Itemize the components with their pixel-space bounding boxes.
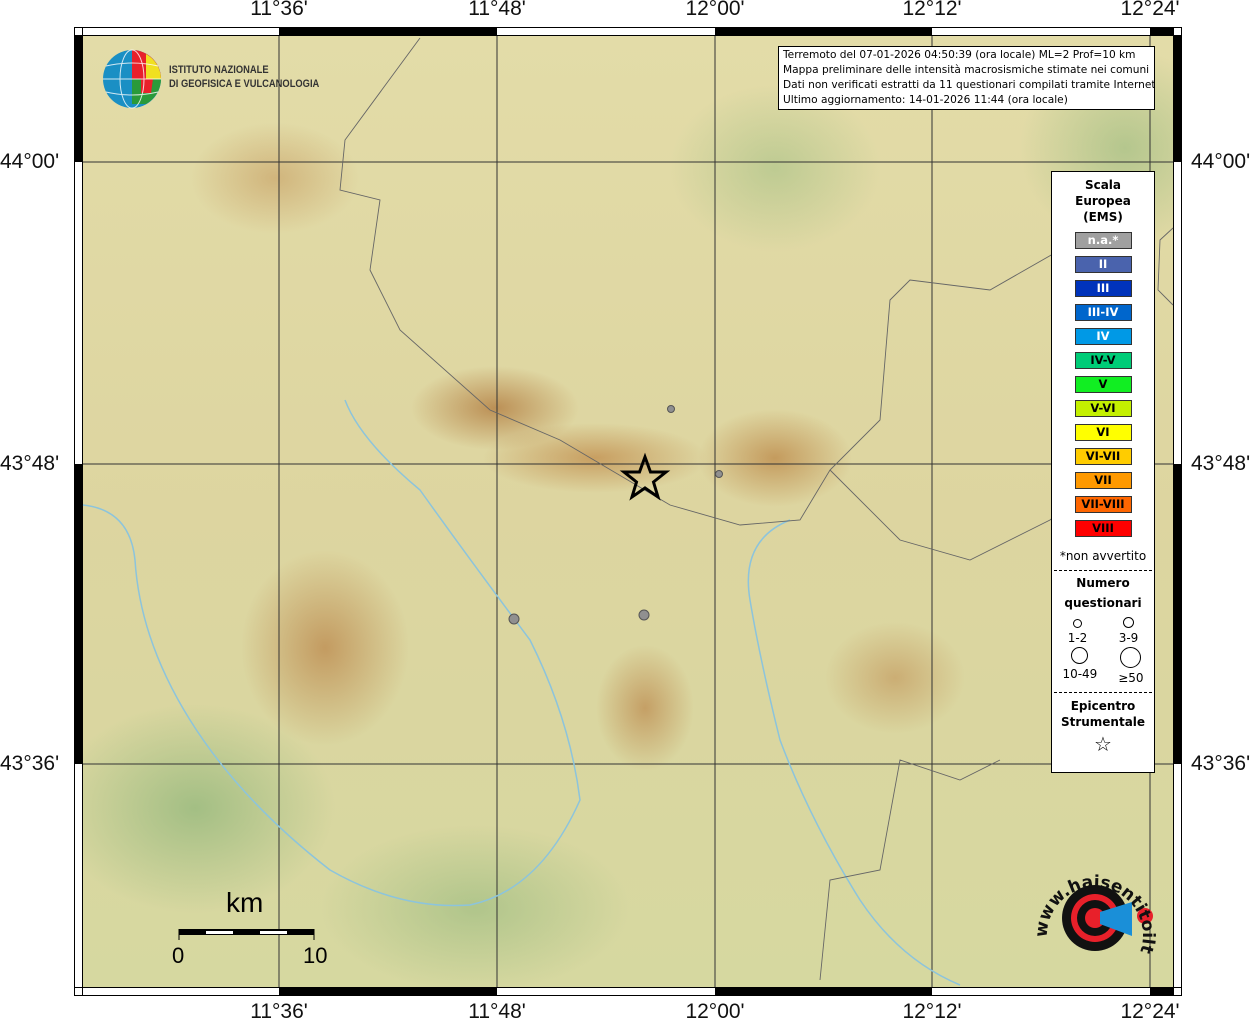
intensity-swatch: II xyxy=(1074,256,1132,273)
intensity-swatch: VI xyxy=(1074,424,1132,441)
questionnaire-marker xyxy=(667,405,675,413)
lon-tick-top: 12°00' xyxy=(685,0,745,20)
lat-tick-right: 43°36' xyxy=(1191,752,1251,775)
epicenter-star-icon xyxy=(619,452,671,501)
epicenter-star-icon: ☆ xyxy=(1094,732,1112,756)
scale-max: 10 xyxy=(303,943,328,968)
lon-tick-bottom: 11°48' xyxy=(468,1000,526,1023)
questionnaire-marker xyxy=(715,470,723,478)
questionnaire-marker xyxy=(508,613,520,625)
legend-divider xyxy=(1054,570,1152,571)
lon-tick-top: 11°48' xyxy=(468,0,526,20)
event-info-line: Ultimo aggiornamento: 14-01-2026 11:44 (… xyxy=(783,94,1068,106)
intensity-swatch: III xyxy=(1074,280,1132,297)
size-legend: 10-49 ≥50 xyxy=(1052,647,1154,685)
intensity-swatch: VI-VII xyxy=(1074,448,1132,465)
graticule xyxy=(83,36,1173,987)
rivers xyxy=(82,399,961,986)
intensity-scale: n.a.* II III III-IV IV IV-V V V-VI VI VI-VII VII VI… xyxy=(1052,232,1154,537)
questionnaires-title: Numero questionari xyxy=(1064,576,1142,610)
intensity-swatch: VIII xyxy=(1074,520,1132,537)
epicenter-title: Epicentro Strumentale xyxy=(1060,699,1146,729)
intensity-swatch: V xyxy=(1074,376,1132,393)
scale-unit: km xyxy=(226,887,264,918)
intensity-swatch: IV-V xyxy=(1074,352,1132,369)
size-circle-icon xyxy=(1122,617,1134,628)
lat-tick-right: 44°00' xyxy=(1191,150,1251,173)
map-canvas[interactable] xyxy=(74,27,1182,996)
legend-title: Scala Europea (EMS) xyxy=(1075,178,1131,224)
intensity-swatch: IV xyxy=(1074,328,1132,345)
questionnaire-marker xyxy=(638,609,650,621)
lon-tick-bottom: 11°36' xyxy=(250,1000,308,1023)
lat-tick-left: 43°48' xyxy=(0,452,60,475)
lat-tick-left: 44°00' xyxy=(0,150,60,173)
event-info-box: Terremoto del 07-01-2026 04:50:39 (ora l… xyxy=(778,46,1155,110)
lon-tick-bottom: 12°12' xyxy=(902,1000,962,1023)
legend: Scala Europea (EMS) n.a.* II III III-IV IV IV-V… xyxy=(1051,171,1155,773)
legend-divider xyxy=(1054,692,1152,693)
lon-tick-bottom: 12°24' xyxy=(1120,1000,1180,1023)
size-circle-icon xyxy=(1120,647,1142,668)
lon-tick-top: 12°24' xyxy=(1120,0,1180,20)
ingv-logo-text: ISTITUTO NAZIONALE DI GEOFISICA E VULCAN… xyxy=(169,64,320,90)
intensity-swatch: VII xyxy=(1074,472,1132,489)
hsit-logo: www.haisentitoilterremoto.it xyxy=(1032,852,1158,956)
event-info-line: Dati non verificati estratti da 11 quest… xyxy=(783,79,1155,91)
event-info-line: Terremoto del 07-01-2026 04:50:39 (ora l… xyxy=(783,49,1136,61)
lon-tick-top: 12°12' xyxy=(902,0,962,20)
event-info-line: Mappa preliminare delle intensità macros… xyxy=(783,64,1150,76)
lon-tick-bottom: 12°00' xyxy=(685,1000,745,1023)
intensity-swatch: VII-VIII xyxy=(1074,496,1132,513)
intensity-swatch: III-IV xyxy=(1074,304,1132,321)
lat-tick-right: 43°48' xyxy=(1191,452,1251,475)
lon-tick-top: 11°36' xyxy=(250,0,308,20)
scale-min: 0 xyxy=(172,943,185,968)
lat-tick-left: 43°36' xyxy=(0,752,60,775)
questionnaire-markers xyxy=(508,405,723,625)
size-circle-icon xyxy=(1072,619,1082,628)
ingv-globe-logo xyxy=(103,49,161,109)
scale-bar-graphic xyxy=(178,929,315,940)
size-circle-icon xyxy=(1071,647,1089,664)
intensity-swatch: V-VI xyxy=(1074,400,1132,417)
legend-note: *non avvertito xyxy=(1059,549,1147,563)
size-legend: 1-2 3-9 xyxy=(1052,617,1154,645)
admin-borders xyxy=(339,37,1174,981)
intensity-swatch: n.a.* xyxy=(1074,232,1132,249)
